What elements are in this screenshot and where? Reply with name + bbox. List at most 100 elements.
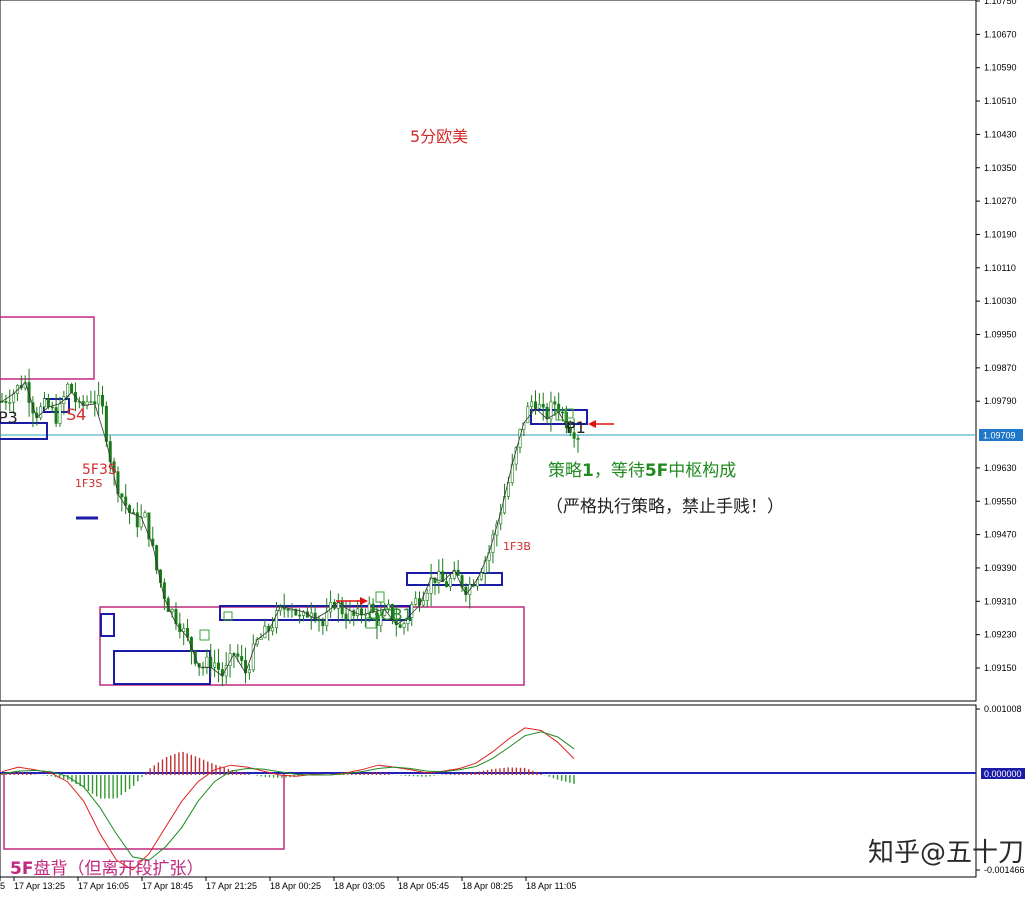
macd-bottom-label: -0.001466 (984, 865, 1025, 875)
candle-body (46, 398, 50, 408)
candle-body (27, 382, 31, 403)
candle-body (549, 401, 553, 420)
candle-body (274, 610, 278, 629)
pivot-box-magenta-upper (0, 316, 95, 380)
candle-body (533, 401, 537, 409)
candle-body (329, 601, 333, 613)
zigzag-line (1, 381, 571, 677)
candle-body (526, 406, 530, 424)
candle-body (557, 403, 561, 413)
candle-body (321, 620, 325, 627)
candle-body (456, 569, 460, 576)
candles (0, 368, 580, 687)
candle-body (263, 625, 267, 639)
time-tick-label: 18 Apr 00:25 (270, 881, 321, 891)
candle-body (448, 578, 452, 587)
candle-body (112, 461, 116, 472)
candle-body (410, 604, 414, 618)
candle-body (251, 643, 255, 671)
candle-body (4, 401, 8, 403)
candle-body (247, 669, 251, 674)
candle-body (445, 581, 449, 587)
candle-body (340, 601, 344, 615)
macd-axis: 0.001008 -0.001466 (976, 704, 1025, 875)
candle-body (135, 512, 139, 528)
candle-body (545, 406, 549, 420)
price-tick-label: 1.09150 (984, 663, 1017, 673)
candle-body (433, 577, 437, 583)
macd-histogram (1, 751, 575, 799)
time-tick-label: 17 Apr 16:05 (78, 881, 129, 891)
candle-body (97, 394, 101, 405)
candle-body (286, 608, 290, 611)
label-gcb1: GCB1 (368, 605, 413, 624)
time-tick-label: 17 Apr 18:45 (142, 881, 193, 891)
pivot-box-blue (100, 613, 115, 637)
price-tick-label: 1.10750 (984, 0, 1017, 6)
signal-line (1, 731, 575, 861)
candle-body (317, 618, 321, 622)
candle-body (379, 615, 383, 626)
candle-body (101, 394, 105, 407)
candle-body (131, 512, 135, 514)
candle-body (506, 482, 510, 497)
candle-body (479, 572, 483, 580)
time-tick-label: 18 Apr 08:25 (462, 881, 513, 891)
price-pane (0, 0, 977, 702)
price-tick-label: 1.09230 (984, 630, 1017, 640)
time-tick-label: 17 Apr 13:25 (14, 881, 65, 891)
candle-body (425, 593, 429, 601)
candle-body (348, 610, 352, 621)
candle-body (240, 656, 244, 661)
price-tick-label: 1.10670 (984, 29, 1017, 39)
pivot-box-blue (0, 422, 48, 440)
price-tick-label: 1.10190 (984, 229, 1017, 239)
candle-body (12, 393, 16, 403)
macd-top-label: 0.001008 (984, 704, 1022, 714)
candle-body (58, 403, 62, 424)
time-axis: 5 17 Apr 13:25 17 Apr 16:05 17 Apr 18:45 17 … (0, 877, 576, 891)
candle-body (309, 612, 313, 618)
candle-body (43, 398, 47, 408)
candle-body (85, 401, 89, 406)
bi-box (564, 408, 574, 419)
time-tick-label: 5 (0, 881, 5, 891)
candle-body (572, 432, 576, 439)
candle-body (356, 608, 360, 616)
divergence-note: 5F盘背（但离开段扩张） (10, 859, 203, 879)
label-p3: P3 (0, 408, 18, 427)
label-s4: S4 (66, 405, 86, 424)
candle-body (441, 571, 445, 582)
candle-body (120, 493, 124, 498)
macd-zero-label: 0.000000 (984, 769, 1022, 779)
candle-body (541, 404, 545, 408)
chart-title: 5分欧美 (410, 127, 468, 146)
candle-body (298, 614, 302, 617)
time-tick-label: 18 Apr 05:45 (398, 881, 449, 891)
watermark: 知乎@五十刀 (868, 838, 1024, 868)
price-tick-label: 1.09630 (984, 463, 1017, 473)
candle-body (518, 429, 522, 448)
macd-line (1, 727, 575, 871)
price-tick-label: 1.09470 (984, 530, 1017, 540)
bi-box (199, 629, 210, 641)
candle-body (537, 404, 541, 409)
strict-note: （严格执行策略，禁止手贱！） (546, 497, 784, 517)
candle-body (236, 653, 240, 657)
current-price-label-bg (979, 429, 1023, 441)
candle-body (89, 401, 93, 403)
candle-body (294, 608, 298, 616)
price-tick-label: 1.09550 (984, 496, 1017, 506)
candle-body (561, 411, 565, 414)
candle-body (50, 406, 54, 409)
label-p1: P1 (566, 418, 586, 437)
candle-body (325, 611, 329, 627)
candle-body (576, 438, 580, 440)
price-tick-label: 1.09870 (984, 363, 1017, 373)
candle-body (8, 402, 12, 404)
arrow-icon (588, 420, 614, 428)
label-5f3s: 5F3S (82, 462, 117, 478)
price-tick-label: 1.10110 (984, 263, 1016, 273)
candle-body (31, 402, 35, 414)
candle-body (259, 637, 263, 640)
